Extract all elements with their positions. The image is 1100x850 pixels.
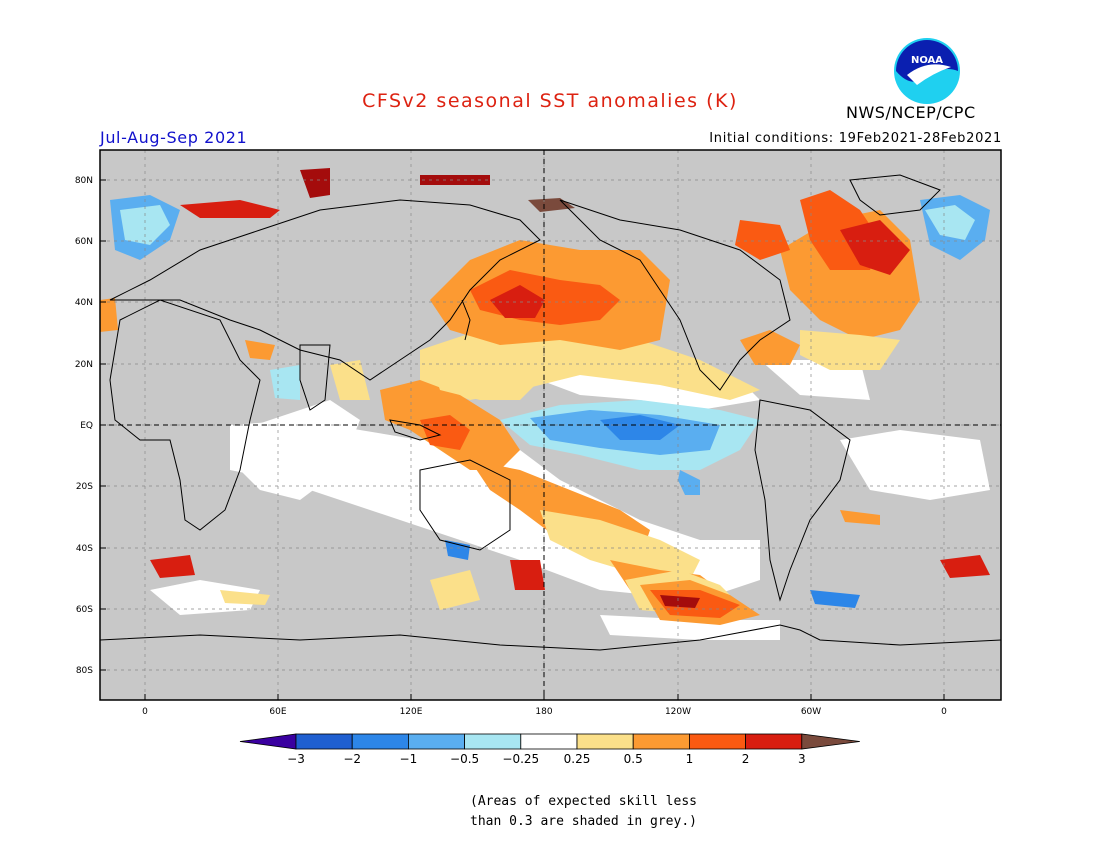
lat-tick-label: 60S bbox=[76, 605, 93, 615]
colorbar-arrow-high bbox=[801, 733, 860, 750]
anomaly-patch-orange-arabian bbox=[245, 340, 275, 360]
anomaly-patch-red-labrador bbox=[735, 220, 790, 260]
logo-bird bbox=[907, 64, 951, 85]
colorbar: −3 −2 −1 −0.5 −0.25 0.25 0.5 1 2 3 bbox=[239, 733, 860, 766]
anomaly-patch-yellow-tasman bbox=[430, 570, 480, 610]
anomaly-patch-lightblue-nordic bbox=[120, 205, 170, 245]
agency-label: NWS/NCEP/CPC bbox=[846, 103, 976, 122]
lon-tick-label: 60E bbox=[269, 707, 286, 717]
coast-eurasia bbox=[109, 199, 541, 381]
logo-text: NOAA bbox=[911, 55, 943, 66]
coast-indonesia bbox=[389, 419, 442, 441]
anomaly-patch-orange-satl bbox=[840, 510, 880, 525]
anomaly-patch-blue-enso bbox=[600, 415, 680, 440]
lat-tick-label: 80S bbox=[76, 666, 93, 676]
anomaly-patch-red-sind bbox=[150, 555, 195, 578]
skill-footnote: (Areas of expected skill less than 0.3 a… bbox=[470, 792, 697, 832]
coast-india bbox=[299, 344, 331, 411]
coast-antarctica bbox=[100, 624, 1001, 651]
lon-tick-label: 120E bbox=[400, 707, 423, 717]
logo-sky bbox=[896, 40, 958, 82]
lon-tick-label: 180 bbox=[535, 707, 552, 717]
coast-australia bbox=[419, 459, 511, 551]
footnote-line-2: than 0.3 are shaded in grey.) bbox=[470, 814, 697, 829]
coast-south-america bbox=[754, 399, 851, 602]
coast-north-america bbox=[559, 199, 791, 391]
anomaly-patch-yellow-wpac bbox=[430, 355, 540, 400]
anomaly-patch-white-sind bbox=[150, 580, 260, 615]
anomaly-patch-lightblue-greenland bbox=[925, 205, 975, 240]
colorbar-box bbox=[351, 733, 409, 750]
anomaly-patch-red-barents bbox=[180, 200, 280, 218]
lon-tick-label: 60W bbox=[801, 707, 821, 717]
lat-tick-label: 60N bbox=[75, 237, 93, 247]
anomaly-patch-midblue-enso-tail bbox=[678, 470, 700, 495]
anomaly-patch-orange-gulf bbox=[740, 330, 800, 365]
colorbar-label: −0.25 bbox=[502, 752, 539, 766]
colorbar-label: 0.5 bbox=[624, 752, 643, 766]
colorbar-box bbox=[576, 733, 634, 750]
coast-greenland bbox=[849, 174, 941, 216]
lat-tick-label: 40S bbox=[76, 544, 93, 554]
anomaly-patch-red-wpac bbox=[420, 415, 470, 450]
anomaly-patch-white-satl bbox=[840, 430, 990, 500]
coastlines bbox=[100, 174, 1001, 651]
anomaly-patch-red-satl bbox=[940, 555, 990, 578]
colorbar-box bbox=[407, 733, 465, 750]
colorbar-arrow-low bbox=[239, 733, 297, 750]
colorbar-box bbox=[464, 733, 522, 750]
colorbar-box bbox=[632, 733, 690, 750]
ocean-anomaly-layer bbox=[100, 168, 990, 640]
anomaly-patch-yellow-natl bbox=[800, 330, 900, 370]
lon-tick-label: 120W bbox=[665, 707, 691, 717]
anomaly-patch-yellow-bay bbox=[330, 360, 370, 400]
colorbar-box bbox=[295, 733, 353, 750]
colorbar-label: −2 bbox=[343, 752, 361, 766]
axis-ticks: 80N 60N 40N 20N EQ 20S 40S 60S 80S 0 60E 120E 180 120… bbox=[75, 176, 947, 717]
colorbar-label: −3 bbox=[287, 752, 305, 766]
lat-tick-label: 20S bbox=[76, 482, 93, 492]
anomaly-patch-yellow-spac bbox=[540, 510, 700, 580]
colorbar-label: 0.25 bbox=[564, 752, 591, 766]
anomaly-patch-red-npac-2 bbox=[490, 285, 545, 318]
anomaly-patch-blue-satl bbox=[810, 590, 860, 608]
colorbar-label: 2 bbox=[742, 752, 750, 766]
colorbar-label: −0.5 bbox=[450, 752, 479, 766]
coast-japan bbox=[461, 299, 471, 341]
anomaly-patch-red-tasman bbox=[510, 560, 545, 590]
season-label: Jul-Aug-Sep 2021 bbox=[100, 128, 248, 147]
anomaly-patch-darkred-so bbox=[660, 595, 700, 608]
lon-tick-label: 0 bbox=[941, 707, 947, 717]
lat-tick-label: 40N bbox=[75, 298, 93, 308]
colorbar-label: 3 bbox=[798, 752, 806, 766]
footnote-line-1: (Areas of expected skill less bbox=[470, 794, 697, 809]
noaa-logo: NOAA bbox=[894, 38, 960, 104]
anomaly-patch-lightblue-arabian bbox=[270, 365, 300, 400]
anomaly-patch-orange-med bbox=[100, 298, 118, 332]
lat-tick-label: 20N bbox=[75, 360, 93, 370]
colorbar-label: 1 bbox=[686, 752, 694, 766]
lat-tick-label: EQ bbox=[80, 421, 93, 431]
colorbar-box bbox=[689, 733, 747, 750]
initial-conditions: Initial conditions: 19Feb2021-28Feb2021 bbox=[709, 131, 1002, 146]
anomaly-patch-darkred-arctic bbox=[300, 168, 330, 198]
anomaly-patch-red-natl-2 bbox=[840, 220, 910, 275]
coast-africa bbox=[109, 299, 261, 531]
colorbar-label: −1 bbox=[400, 752, 418, 766]
anomaly-patch-blue-tasman bbox=[445, 540, 470, 560]
colorbar-box bbox=[745, 733, 803, 750]
anomaly-patch-yellow-sind bbox=[220, 590, 270, 605]
anomaly-patch-darkred-arctic-2 bbox=[420, 175, 490, 185]
lon-tick-label: 0 bbox=[142, 707, 148, 717]
lat-tick-label: 80N bbox=[75, 176, 93, 186]
colorbar-box bbox=[520, 733, 578, 750]
map-title: CFSv2 seasonal SST anomalies (K) bbox=[362, 90, 738, 112]
